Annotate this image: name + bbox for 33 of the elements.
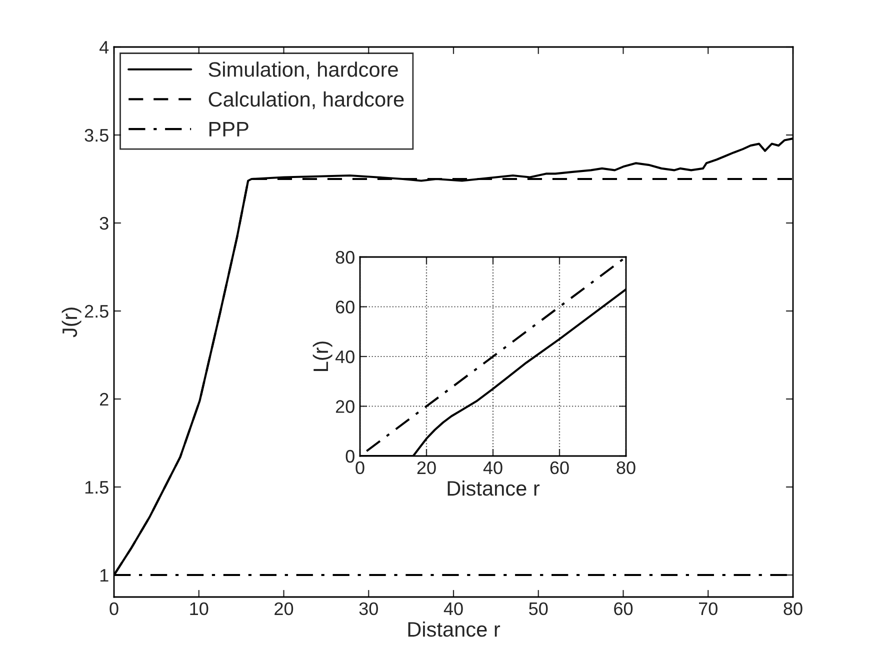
x-tick-label: 50: [529, 602, 548, 616]
y-tick-label: 3.5: [84, 128, 108, 142]
x-tick-label: 0: [356, 461, 364, 474]
y-tick-label: 40: [335, 350, 354, 364]
x-axis-title: Distance r: [408, 621, 500, 637]
y-tick-label: 2: [100, 392, 108, 406]
y-axis-title: J(r): [62, 308, 82, 338]
y-axis-title: L(r): [312, 342, 332, 371]
x-tick-label: 30: [359, 602, 378, 616]
y-tick-label: 20: [336, 400, 354, 413]
x-tick-label: 0: [110, 602, 118, 616]
x-tick-label: 80: [784, 602, 802, 616]
x-tick-label: 60: [550, 461, 569, 474]
y-tick-label: 0: [346, 450, 354, 463]
x-tick-label: 40: [483, 461, 502, 474]
y-tick-label: 4: [100, 41, 109, 54]
y-tick-label: 3: [100, 216, 108, 230]
y-tick-label: 1: [100, 569, 108, 582]
y-tick-label: 60: [336, 300, 354, 314]
x-tick-label: 80: [616, 461, 636, 474]
y-tick-label: 2.5: [84, 304, 108, 318]
x-tick-label: 40: [444, 602, 463, 616]
legend-label: Calculation, hardcore: [208, 91, 404, 110]
x-tick-label: 60: [614, 602, 633, 616]
legend-label: Simulation, hardcore: [208, 62, 398, 80]
x-tick-label: 10: [190, 602, 208, 616]
x-tick-label: 20: [417, 461, 436, 474]
y-tick-label: 80: [336, 250, 354, 264]
y-tick-label: 1.5: [85, 481, 108, 494]
legend-label: PPP: [209, 122, 248, 136]
x-axis-title: Distance r: [448, 480, 540, 496]
x-tick-label: 20: [274, 602, 294, 616]
x-tick-label: 70: [699, 602, 718, 616]
